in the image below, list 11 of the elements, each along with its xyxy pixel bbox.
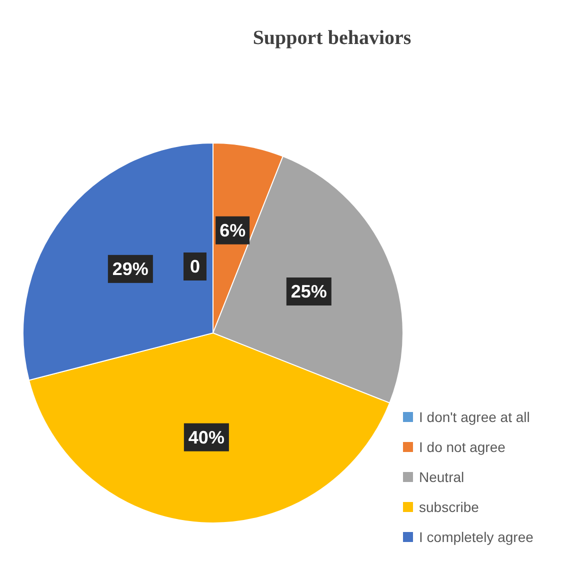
data-label: 25% [290, 282, 327, 302]
data-label: 29% [112, 258, 148, 279]
chart-title: Support behaviors [252, 27, 412, 49]
data-label: 6% [220, 220, 246, 240]
data-label: 40% [188, 427, 224, 448]
legend-label: I completely agree [419, 529, 534, 545]
legend-label: I don't agree at all [419, 409, 530, 425]
legend-label: subscribe [419, 499, 480, 515]
legend-label: I do not agree [419, 439, 506, 455]
legend-label: Neutral [419, 469, 464, 485]
text: 0 [190, 256, 200, 276]
